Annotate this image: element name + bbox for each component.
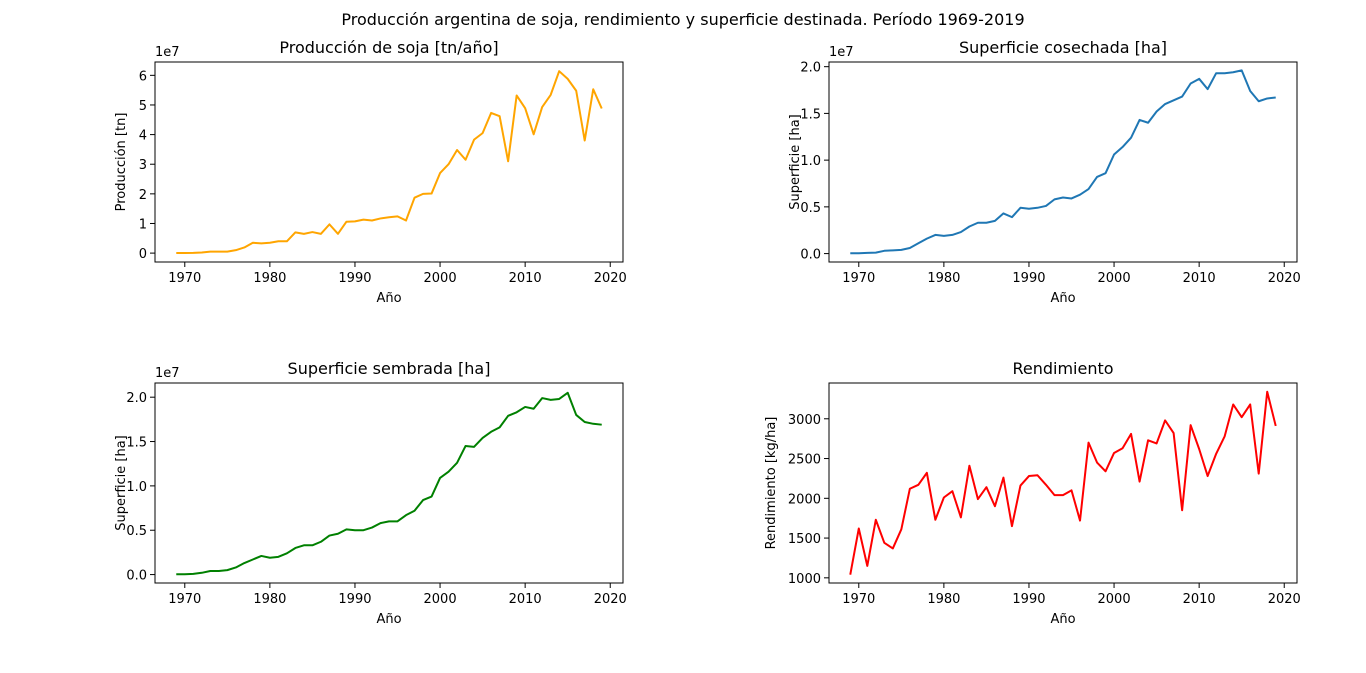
yield-ylabel: Rendimiento [kg/ha] <box>764 417 779 550</box>
figure-suptitle: Producción argentina de soja, rendimient… <box>341 10 1025 29</box>
sown-subplot: 1970 1980 1990 2000 2010 2020 0.0 0.5 1.0 1.5 2.0 S… <box>114 359 627 627</box>
yield-title: Rendimiento <box>1012 359 1113 378</box>
yield-ytick-label: 1000 <box>788 572 821 587</box>
yield-xtick-label: 1990 <box>1012 592 1045 607</box>
yield-xlabel: Año <box>1050 612 1075 627</box>
yield-xtick-label: 1980 <box>927 592 960 607</box>
harvested-ytick-label: 0.5 <box>800 201 821 216</box>
harvested-title: Superficie cosechada [ha] <box>959 38 1167 57</box>
harvested-xlabel: Año <box>1050 291 1075 306</box>
yield-ytick-label: 1500 <box>788 532 821 547</box>
yield-subplot: 1970 1980 1990 2000 2010 2020 1000 1500 2000 2500… <box>764 359 1301 627</box>
yield-ytick-label: 2500 <box>788 453 821 468</box>
sown-xlabel: Año <box>376 612 401 627</box>
production-offset-text: 1e7 <box>155 45 180 60</box>
sown-xtick-label: 2000 <box>424 592 457 607</box>
harvested-xtick-label: 2000 <box>1098 271 1131 286</box>
yield-xtick-label: 2010 <box>1183 592 1216 607</box>
yield-xtick-label: 2020 <box>1268 592 1301 607</box>
sown-xtick-label: 1970 <box>168 592 201 607</box>
sown-axes-frame <box>154 382 624 584</box>
harvested-axes-frame <box>828 61 1298 263</box>
sown-title: Superficie sembrada [ha] <box>288 359 491 378</box>
sown-ytick-label: 0.0 <box>126 569 147 584</box>
production-ytick-label: 3 <box>139 158 147 173</box>
sown-ytick-label: 0.5 <box>126 524 147 539</box>
production-ytick-label: 5 <box>139 99 147 114</box>
harvested-xtick-label: 1980 <box>927 271 960 286</box>
sown-series-line <box>176 391 602 576</box>
harvested-ytick-label: 0.0 <box>800 248 821 263</box>
yield-axes-frame <box>828 382 1298 584</box>
yield-ytick-label: 3000 <box>788 413 821 428</box>
sown-xtick-label: 2020 <box>594 592 627 607</box>
harvested-subplot: 1970 1980 1990 2000 2010 2020 0.0 0.5 1.0 1.5 2.0 S… <box>788 38 1301 306</box>
yield-xtick-label: 1970 <box>842 592 875 607</box>
production-xtick-label: 1980 <box>253 271 286 286</box>
harvested-ytick-label: 2.0 <box>800 61 821 76</box>
production-title: Producción de soja [tn/año] <box>279 38 498 57</box>
yield-series-line <box>849 390 1277 575</box>
sown-offset-text: 1e7 <box>155 366 180 381</box>
sown-xtick-label: 2010 <box>509 592 542 607</box>
production-ytick-label: 4 <box>139 129 147 144</box>
sown-ytick-label: 2.0 <box>126 391 147 406</box>
sown-xtick-label: 1980 <box>253 592 286 607</box>
sown-ytick-label: 1.0 <box>126 480 147 495</box>
production-axes-frame <box>154 61 624 263</box>
production-ytick-label: 0 <box>139 247 147 262</box>
sown-ylabel: Superficie [ha] <box>114 435 129 531</box>
production-xtick-label: 2000 <box>424 271 457 286</box>
production-ytick-label: 6 <box>139 69 147 84</box>
harvested-offset-text: 1e7 <box>829 45 854 60</box>
production-series-line <box>176 70 603 255</box>
production-xtick-label: 1990 <box>338 271 371 286</box>
production-subplot: 1970 1980 1990 2000 2010 2020 0 1 2 3 4 5 6 Producció… <box>114 38 627 306</box>
harvested-series-line <box>850 69 1276 255</box>
sown-ytick-label: 1.5 <box>126 436 147 451</box>
harvested-xtick-label: 2020 <box>1268 271 1301 286</box>
production-xtick-label: 2020 <box>594 271 627 286</box>
harvested-xtick-label: 2010 <box>1183 271 1216 286</box>
sown-xtick-label: 1990 <box>338 592 371 607</box>
production-xlabel: Año <box>376 291 401 306</box>
harvested-ytick-label: 1.0 <box>800 154 821 169</box>
production-xtick-label: 1970 <box>168 271 201 286</box>
production-ytick-label: 2 <box>139 188 147 203</box>
yield-ytick-label: 2000 <box>788 492 821 507</box>
production-ylabel: Producción [tn] <box>114 113 129 212</box>
yield-xtick-label: 2000 <box>1098 592 1131 607</box>
harvested-ytick-label: 1.5 <box>800 107 821 122</box>
production-ytick-label: 1 <box>139 217 147 232</box>
harvested-xtick-label: 1970 <box>842 271 875 286</box>
production-xtick-label: 2010 <box>509 271 542 286</box>
harvested-ylabel: Superficie [ha] <box>788 114 803 210</box>
harvested-xtick-label: 1990 <box>1012 271 1045 286</box>
